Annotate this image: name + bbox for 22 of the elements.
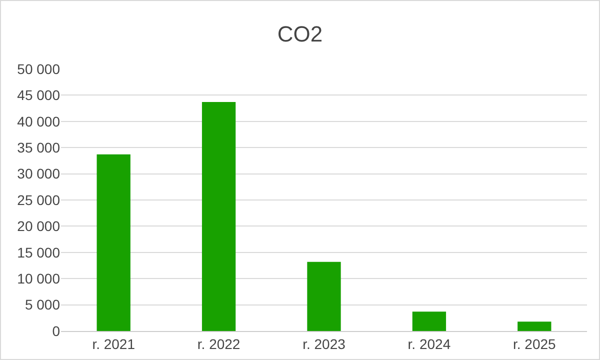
bar bbox=[96, 154, 130, 331]
y-tick-label: 45 000 bbox=[17, 87, 60, 104]
y-tick-label: 10 000 bbox=[17, 270, 60, 286]
y-tick-label: 30 000 bbox=[17, 166, 60, 182]
x-tick-label: r. 2024 bbox=[408, 336, 451, 352]
x-tick-label: r. 2025 bbox=[512, 336, 556, 352]
bar bbox=[518, 322, 552, 331]
y-tick-label: 15 000 bbox=[17, 244, 60, 260]
y-tick-label: 0 bbox=[52, 322, 60, 339]
x-tick-label: r. 2021 bbox=[92, 336, 136, 352]
bar bbox=[202, 102, 236, 331]
chart-title: CO2 bbox=[277, 21, 323, 46]
y-tick-label: 50 000 bbox=[17, 60, 60, 77]
y-tick-label: 20 000 bbox=[17, 218, 60, 234]
y-tick-label: 40 000 bbox=[17, 113, 60, 130]
x-tick-label: r. 2022 bbox=[197, 336, 240, 352]
y-tick-label: 25 000 bbox=[17, 192, 60, 208]
y-tick-label: 5 000 bbox=[24, 296, 60, 313]
x-tick-label: r. 2023 bbox=[302, 336, 346, 352]
y-tick-label: 35 000 bbox=[17, 140, 60, 156]
bar bbox=[307, 262, 341, 331]
bar bbox=[412, 312, 446, 331]
